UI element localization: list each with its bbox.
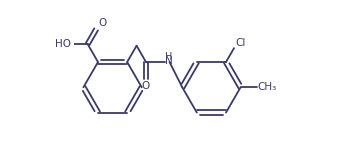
Text: HO: HO [55, 39, 71, 49]
Text: H: H [165, 52, 173, 62]
Text: CH₃: CH₃ [257, 82, 277, 92]
Text: O: O [98, 19, 106, 28]
Text: O: O [142, 81, 150, 91]
Text: N: N [165, 55, 173, 66]
Text: Cl: Cl [235, 38, 245, 48]
